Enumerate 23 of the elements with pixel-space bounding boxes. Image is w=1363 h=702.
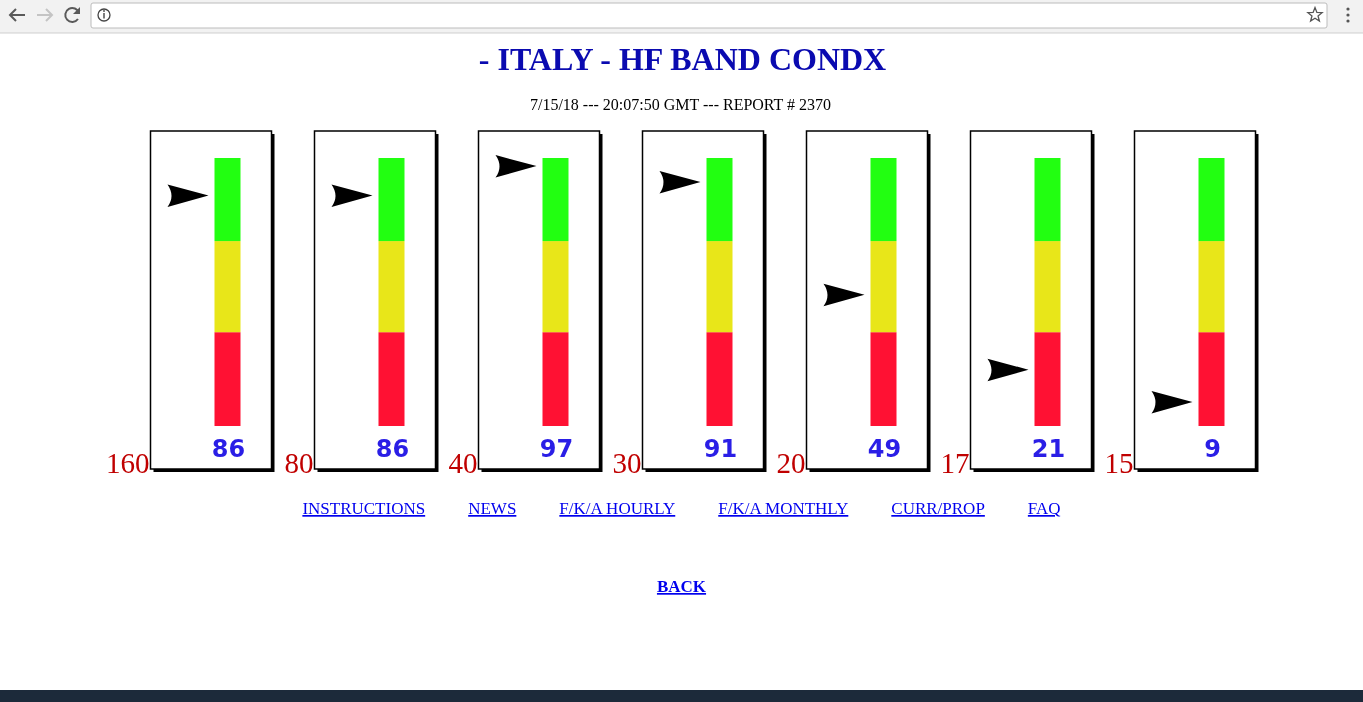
category-label: 17 [940, 447, 970, 479]
data-label: 21 [1031, 435, 1066, 463]
data-label: 86 [375, 435, 410, 463]
data-label: 49 [867, 435, 902, 463]
data-label: 9 [1204, 435, 1221, 463]
text: FAQ [1027, 499, 1061, 518]
text: - ITALY - HF BAND CONDX [478, 41, 887, 77]
category-label: 80 [284, 447, 314, 479]
text: F/K/A HOURLY [559, 499, 676, 518]
text: 7/15/18 --- 20:07:50 GMT --- REPORT # 2370 [529, 96, 832, 113]
text: F/K/A MONTHLY [718, 499, 849, 518]
category-label: 30 [612, 447, 642, 479]
text: CURR/PROP [891, 499, 985, 518]
text: INSTRUCTIONS [302, 499, 426, 518]
data-label: 97 [539, 435, 574, 463]
text: BACK [656, 577, 707, 596]
category-label: 15 [1104, 447, 1134, 479]
data-label: 86 [211, 435, 246, 463]
text: NEWS [468, 499, 517, 518]
category-label: 160 [106, 447, 150, 479]
category-label: 40 [448, 447, 478, 479]
category-label: 20 [776, 447, 806, 479]
data-label: 91 [703, 435, 738, 463]
